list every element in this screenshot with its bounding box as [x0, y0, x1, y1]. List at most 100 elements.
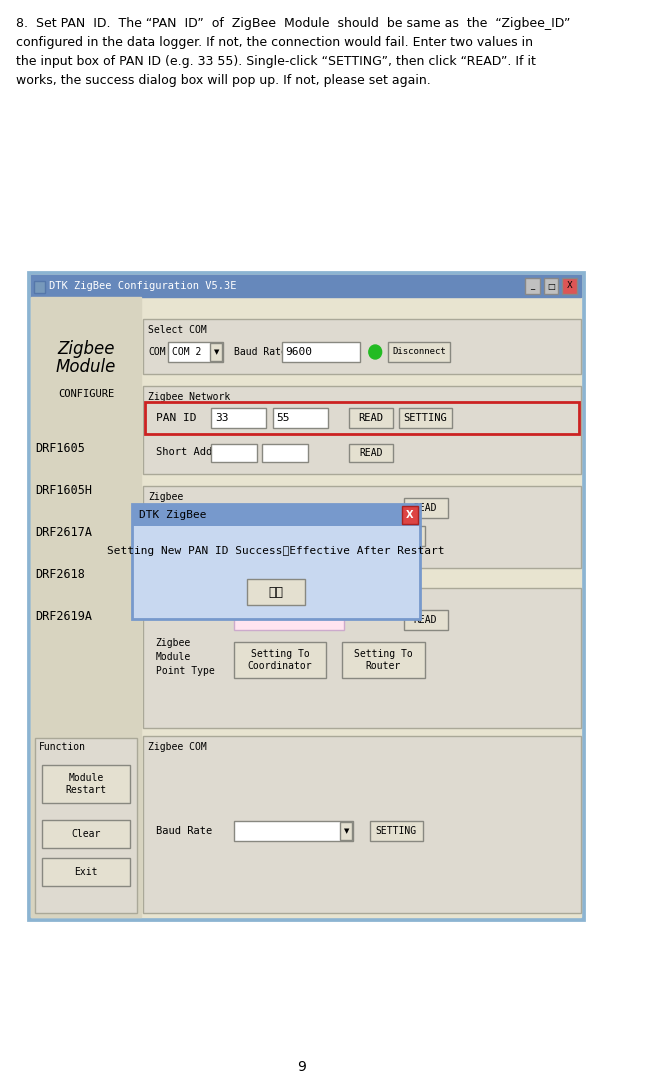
Text: 确定: 确定 — [268, 586, 284, 599]
Text: 9600: 9600 — [286, 347, 313, 357]
Text: _: _ — [531, 281, 535, 291]
Text: COM 2: COM 2 — [172, 347, 202, 357]
FancyBboxPatch shape — [525, 278, 540, 294]
FancyBboxPatch shape — [262, 444, 307, 462]
FancyBboxPatch shape — [143, 386, 581, 474]
FancyBboxPatch shape — [282, 342, 360, 362]
FancyBboxPatch shape — [404, 498, 447, 518]
Text: Disconnect: Disconnect — [392, 347, 446, 357]
FancyBboxPatch shape — [132, 505, 420, 526]
FancyBboxPatch shape — [402, 506, 418, 524]
FancyBboxPatch shape — [371, 526, 424, 546]
Text: Short Add: Short Add — [155, 447, 212, 457]
Text: Setting To
Coordinator: Setting To Coordinator — [248, 649, 313, 671]
FancyBboxPatch shape — [234, 642, 326, 678]
FancyBboxPatch shape — [31, 275, 581, 297]
Text: SETTING: SETTING — [377, 531, 418, 541]
FancyBboxPatch shape — [562, 278, 576, 294]
FancyBboxPatch shape — [404, 610, 447, 630]
Text: READ: READ — [358, 413, 383, 423]
Text: Point Type: Point Type — [155, 666, 214, 676]
Circle shape — [369, 345, 381, 359]
Text: DRF2619A: DRF2619A — [35, 611, 92, 624]
Text: PAN ID: PAN ID — [155, 413, 196, 423]
FancyBboxPatch shape — [212, 526, 358, 546]
Text: Baud Rate: Baud Rate — [234, 347, 287, 357]
FancyBboxPatch shape — [340, 822, 352, 840]
Text: Setting To
Router: Setting To Router — [354, 649, 413, 671]
FancyBboxPatch shape — [210, 343, 222, 361]
Text: configured in the data logger. If not, the connection would fail. Enter two valu: configured in the data logger. If not, t… — [17, 36, 533, 49]
Text: SETTING: SETTING — [404, 413, 447, 423]
FancyBboxPatch shape — [369, 821, 423, 841]
FancyBboxPatch shape — [543, 278, 559, 294]
Text: Module: Module — [56, 358, 116, 376]
FancyBboxPatch shape — [342, 642, 424, 678]
Text: ▼: ▼ — [214, 349, 219, 355]
FancyBboxPatch shape — [143, 736, 581, 912]
Text: Select COM: Select COM — [148, 326, 207, 335]
Text: 55: 55 — [276, 413, 290, 423]
Text: 8.  Set PAN  ID.  The “PAN  ID”  of  ZigBee  Module  should  be same as  the  “Z: 8. Set PAN ID. The “PAN ID” of ZigBee Mo… — [17, 17, 571, 30]
FancyBboxPatch shape — [132, 505, 420, 620]
FancyBboxPatch shape — [145, 403, 579, 434]
Text: COM: COM — [148, 347, 166, 357]
Text: Channel 11, 2405MHZ: Channel 11, 2405MHZ — [215, 532, 317, 540]
Text: X: X — [566, 281, 572, 291]
FancyBboxPatch shape — [349, 408, 393, 427]
Text: SETTING: SETTING — [375, 826, 417, 837]
Text: READ: READ — [414, 503, 438, 513]
Text: DRF2618: DRF2618 — [35, 569, 85, 582]
Text: CONFIGURE: CONFIGURE — [58, 390, 114, 399]
Text: DRF2617A: DRF2617A — [35, 526, 92, 539]
FancyBboxPatch shape — [143, 588, 581, 728]
FancyBboxPatch shape — [234, 612, 344, 630]
Text: 33: 33 — [215, 413, 229, 423]
FancyBboxPatch shape — [247, 579, 305, 605]
FancyBboxPatch shape — [34, 281, 45, 293]
Text: Radio Channel: Radio Channel — [148, 506, 225, 516]
Text: Zigbee Network: Zigbee Network — [148, 392, 231, 403]
FancyBboxPatch shape — [28, 272, 584, 920]
Text: Module: Module — [155, 652, 191, 662]
Text: Function: Function — [38, 742, 85, 752]
FancyBboxPatch shape — [42, 858, 130, 886]
FancyBboxPatch shape — [169, 342, 223, 362]
FancyBboxPatch shape — [212, 408, 266, 427]
Text: Exit: Exit — [74, 867, 98, 877]
Text: Module
Restart: Module Restart — [65, 774, 106, 795]
FancyBboxPatch shape — [31, 297, 141, 917]
FancyBboxPatch shape — [42, 765, 130, 803]
Text: DRF1605H: DRF1605H — [35, 485, 92, 498]
Text: ▼: ▼ — [349, 533, 354, 539]
Text: Baud Rate: Baud Rate — [155, 826, 212, 837]
FancyBboxPatch shape — [388, 342, 450, 362]
Text: DTK ZigBee: DTK ZigBee — [139, 510, 207, 520]
FancyBboxPatch shape — [234, 821, 353, 841]
Text: READ: READ — [359, 448, 383, 458]
Text: Clear: Clear — [71, 829, 100, 839]
Text: READ: READ — [414, 615, 438, 625]
Text: □: □ — [547, 281, 555, 291]
FancyBboxPatch shape — [399, 408, 452, 427]
FancyBboxPatch shape — [349, 444, 393, 462]
FancyBboxPatch shape — [35, 738, 137, 912]
FancyBboxPatch shape — [31, 275, 581, 917]
Text: Zigbee: Zigbee — [148, 492, 184, 502]
Text: works, the success dialog box will pop up. If not, please set again.: works, the success dialog box will pop u… — [17, 74, 431, 87]
Text: Setting New PAN ID Success，Effective After Restart: Setting New PAN ID Success，Effective Aft… — [107, 546, 445, 556]
Text: DRF1605: DRF1605 — [35, 443, 85, 456]
Text: Zigbee: Zigbee — [58, 340, 115, 358]
FancyBboxPatch shape — [212, 444, 257, 462]
FancyBboxPatch shape — [42, 820, 130, 848]
FancyBboxPatch shape — [273, 408, 328, 427]
Text: ▼: ▼ — [344, 828, 350, 834]
Text: Zigbee: Zigbee — [155, 638, 191, 648]
Text: Zigbee COM: Zigbee COM — [148, 742, 207, 752]
Text: 9: 9 — [297, 1060, 307, 1074]
Text: Zigbee Point: Zigbee Point — [148, 593, 219, 604]
Text: the input box of PAN ID (e.g. 33 55). Single-click “SETTING”, then click “READ”.: the input box of PAN ID (e.g. 33 55). Si… — [17, 55, 536, 68]
FancyBboxPatch shape — [143, 319, 581, 374]
Text: X: X — [407, 510, 414, 520]
FancyBboxPatch shape — [143, 486, 581, 569]
